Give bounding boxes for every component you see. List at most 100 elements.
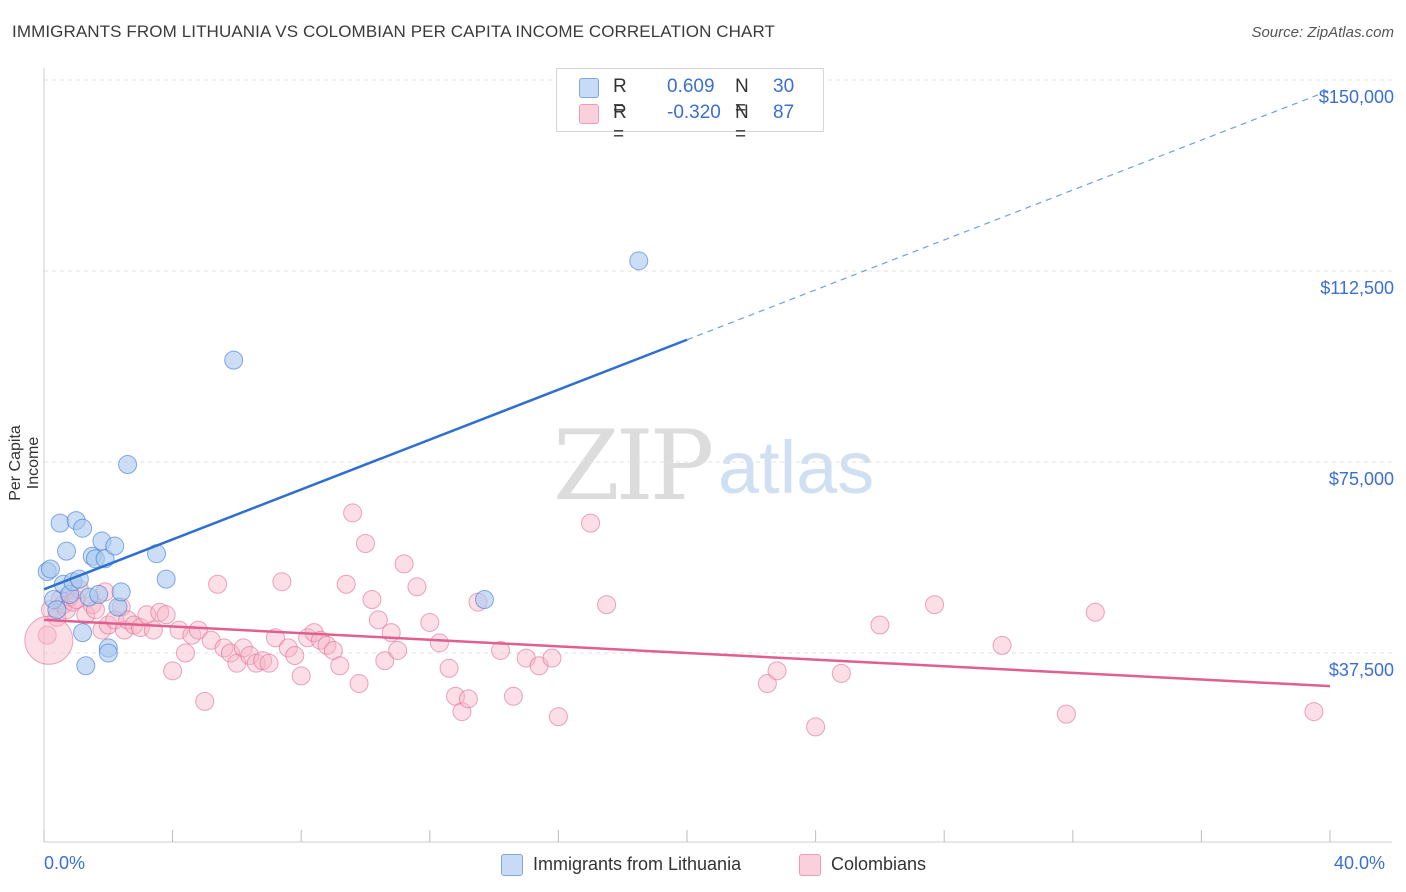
point-colombians [407, 577, 427, 597]
point-lithuania [156, 569, 176, 589]
x-tick-min: 0.0% [44, 853, 86, 873]
chart-title: IMMIGRANTS FROM LITHUANIA VS COLOMBIAN P… [12, 22, 776, 41]
point-colombians [429, 633, 449, 653]
point-lithuania [98, 643, 118, 663]
point-colombians [208, 574, 228, 594]
point-lithuania [76, 656, 96, 676]
point-lithuania [40, 559, 60, 579]
point-colombians [330, 656, 350, 676]
point-lithuania [73, 623, 93, 643]
point-colombians [220, 643, 240, 663]
point-colombians [114, 620, 134, 640]
point-colombians [143, 620, 163, 640]
point-colombians [806, 717, 826, 737]
point-colombians [272, 572, 292, 592]
point-colombians [163, 661, 183, 681]
point-colombians [343, 503, 363, 523]
chart-source: Source: ZipAtlas.com [1251, 24, 1394, 41]
point-colombians [182, 625, 202, 645]
point-colombians [992, 635, 1012, 655]
point-colombians [388, 640, 408, 660]
point-colombians [336, 574, 356, 594]
point-colombians [439, 658, 459, 678]
trendline-colombians [43, 618, 1331, 688]
n-value: 87 [773, 102, 795, 123]
point-colombians [503, 686, 523, 706]
y-tick-112500: $112,500 [1320, 278, 1394, 298]
trendline-lithuania [43, 338, 688, 591]
point-colombians [24, 615, 74, 665]
r-value: 0.609 [667, 76, 715, 97]
point-colombians [175, 643, 195, 663]
y-tick-75000: $75,000 [1328, 469, 1394, 489]
r-value: -0.320 [667, 102, 721, 123]
legend-swatch-colombians [579, 104, 599, 124]
point-colombians [452, 702, 472, 722]
point-colombians [597, 595, 617, 615]
r-label: R = [613, 102, 627, 145]
point-colombians [767, 661, 787, 681]
bottom-legend-swatch-lithuania [501, 854, 523, 876]
point-lithuania [50, 513, 70, 533]
point-lithuania [73, 518, 93, 538]
point-lithuania [118, 455, 138, 475]
point-colombians [233, 638, 253, 658]
point-colombians [259, 653, 279, 673]
legend-swatch-lithuania [579, 78, 599, 98]
point-colombians [458, 689, 478, 709]
point-lithuania [47, 600, 67, 620]
point-colombians [1056, 704, 1076, 724]
point-lithuania [224, 350, 244, 370]
bottom-legend-swatch-colombians [799, 854, 821, 876]
point-colombians [362, 590, 382, 610]
watermark-atlas: atlas [718, 426, 875, 509]
point-colombians [92, 620, 112, 640]
point-lithuania [474, 590, 494, 610]
point-colombians [310, 630, 330, 650]
correlation-legend: R = 0.609 N = 30 R = -0.320 N = 87 [556, 68, 824, 145]
point-colombians [278, 638, 298, 658]
point-colombians [349, 674, 369, 694]
point-colombians [542, 648, 562, 668]
point-colombians [188, 620, 208, 640]
point-lithuania [105, 536, 125, 556]
point-colombians [491, 640, 511, 660]
trendline-lithuania-extension [686, 89, 1331, 341]
point-colombians [1085, 602, 1105, 622]
point-colombians [548, 707, 568, 727]
y-axis-label: Per Capita Income [7, 425, 42, 501]
n-label: N = [735, 76, 749, 119]
point-colombians [420, 612, 440, 632]
point-colombians [757, 674, 777, 694]
point-colombians [195, 691, 215, 711]
point-colombians [394, 554, 414, 574]
point-lithuania [629, 251, 649, 271]
point-colombians [831, 663, 851, 683]
bottom-legend-label-colombians: Colombians [831, 854, 927, 874]
n-value: 30 [773, 76, 795, 97]
point-colombians [317, 635, 337, 655]
point-colombians [925, 595, 945, 615]
y-tick-150000: $150,000 [1318, 87, 1394, 107]
point-lithuania [89, 584, 109, 604]
point-colombians [214, 638, 234, 658]
y-tick-37500: $37,500 [1328, 660, 1394, 680]
r-label: R = [613, 76, 627, 119]
point-colombians [291, 666, 311, 686]
bottom-legend-label-lithuania: Immigrants from Lithuania [533, 854, 742, 874]
point-colombians [1304, 702, 1324, 722]
point-colombians [368, 610, 388, 630]
point-colombians [581, 513, 601, 533]
watermark-zip: ZIP [553, 410, 714, 522]
point-colombians [285, 646, 305, 666]
point-colombians [37, 625, 57, 645]
point-colombians [375, 651, 395, 671]
point-lithuania [111, 582, 131, 602]
point-lithuania [57, 541, 77, 561]
point-colombians [870, 615, 890, 635]
x-tick-max: 40.0% [1334, 853, 1386, 873]
point-colombians [240, 646, 260, 666]
n-label: N = [735, 102, 749, 145]
point-colombians [156, 605, 176, 625]
